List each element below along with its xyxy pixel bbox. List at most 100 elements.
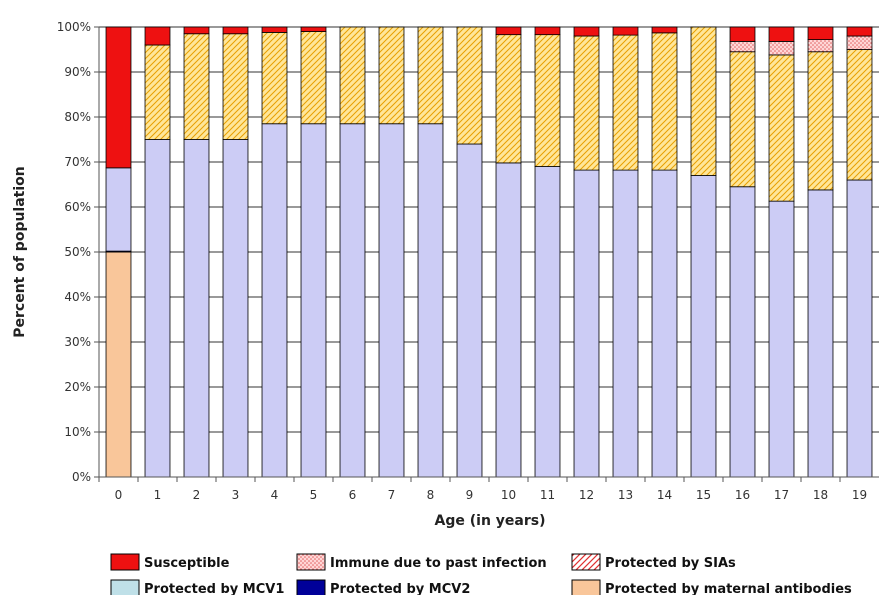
bar-segment <box>807 189 834 478</box>
bar-segment <box>768 41 795 56</box>
x-tick-label: 9 <box>466 488 474 502</box>
bar-segment <box>534 166 561 478</box>
y-axis-ticks: 0% 10% 20% 30% 40% 50% 60% 70% 80% 90% 100% <box>57 20 99 484</box>
bar-segment <box>651 169 678 478</box>
bar-segment <box>846 179 873 478</box>
legend-swatch <box>571 553 601 571</box>
bar-segment <box>768 54 795 202</box>
bar-segment <box>690 26 717 176</box>
x-axis-ticks: 0 1 2 3 4 5 6 7 8 9 10 11 12 13 14 15 16 17 18 19 <box>98 477 867 502</box>
bar-segment <box>222 139 249 478</box>
y-tick-label: 20% <box>64 380 91 394</box>
bar-segment <box>729 26 756 42</box>
bar-segment <box>729 41 756 53</box>
x-tick-label: 0 <box>115 488 123 502</box>
bar-segment <box>144 139 171 478</box>
bar-segment <box>339 123 366 478</box>
legend-label: Protected by SIAs <box>605 556 736 571</box>
bar-segment <box>807 26 834 41</box>
x-tick-label: 6 <box>349 488 357 502</box>
x-tick-label: 4 <box>271 488 279 502</box>
x-tick-label: 5 <box>310 488 318 502</box>
y-tick-label: 90% <box>64 65 91 79</box>
bar-segment <box>807 51 834 191</box>
x-tick-label: 8 <box>427 488 435 502</box>
bar-segment <box>378 26 405 125</box>
x-tick-label: 3 <box>232 488 240 502</box>
gridlines <box>99 26 879 433</box>
x-tick-label: 1 <box>154 488 162 502</box>
x-tick-label: 18 <box>813 488 828 502</box>
bar-segment <box>573 35 600 171</box>
x-tick-label: 14 <box>657 488 672 502</box>
legend-label: Immune due to past infection <box>330 556 547 571</box>
bar-segment <box>651 32 678 171</box>
bar-segment <box>573 26 600 37</box>
y-tick-label: 50% <box>64 245 91 259</box>
bar-segment <box>261 32 288 125</box>
bar-segment <box>612 169 639 478</box>
bar-segment <box>261 26 288 33</box>
bar-segment <box>573 169 600 478</box>
bar-segment <box>456 26 483 145</box>
bar-segment <box>495 26 522 36</box>
bar-segment <box>651 26 678 34</box>
bar-segment <box>417 123 444 478</box>
legend: Susceptible Immune due to past infection P… <box>110 553 852 597</box>
bar-segment <box>612 26 639 36</box>
legend-label: Protected by maternal antibodies <box>605 582 852 595</box>
bar-segment <box>846 49 873 181</box>
legend-swatch <box>110 553 140 571</box>
x-tick-label: 19 <box>852 488 867 502</box>
bar-segment <box>222 33 249 140</box>
x-tick-label: 7 <box>388 488 396 502</box>
bar-segment <box>456 143 483 478</box>
legend-swatch <box>296 553 326 571</box>
bar-segment <box>183 33 210 140</box>
bar-segment <box>807 39 834 53</box>
bar-segment <box>729 186 756 478</box>
legend-swatch <box>296 579 326 597</box>
bar-segment <box>729 51 756 188</box>
x-tick-label: 2 <box>193 488 201 502</box>
bar-segment <box>300 26 327 32</box>
x-tick-label: 17 <box>774 488 789 502</box>
bar-segment <box>144 26 171 46</box>
bar-segment <box>534 26 561 36</box>
bar-segment <box>495 162 522 478</box>
y-tick-label: 70% <box>64 155 91 169</box>
legend-swatch <box>571 579 601 597</box>
bar-segment <box>300 31 327 125</box>
bar-segment <box>768 200 795 478</box>
bar-segment <box>378 123 405 478</box>
y-tick-label: 80% <box>64 110 91 124</box>
bar-segment <box>144 44 171 140</box>
bar-segment <box>768 26 795 42</box>
x-tick-label: 10 <box>501 488 516 502</box>
y-tick-label: 10% <box>64 425 91 439</box>
bar-segment <box>846 26 873 37</box>
x-tick-label: 16 <box>735 488 750 502</box>
bar-segment <box>183 26 210 35</box>
x-tick-label: 11 <box>540 488 555 502</box>
bar-segment <box>105 251 132 478</box>
y-tick-label: 30% <box>64 335 91 349</box>
bar-segment <box>261 123 288 478</box>
legend-label: Protected by MCV2 <box>330 582 470 595</box>
legend-label: Susceptible <box>144 556 230 571</box>
bar-segment <box>612 34 639 171</box>
bar-segment <box>183 139 210 478</box>
bar-segment <box>300 123 327 478</box>
bar-segment <box>222 26 249 35</box>
x-tick-label: 12 <box>579 488 594 502</box>
x-axis-title: Age (in years) <box>435 513 546 529</box>
y-tick-label: 0% <box>72 470 91 484</box>
legend-label: Protected by MCV1 <box>144 582 284 595</box>
bar-segment <box>846 35 873 50</box>
bar-segment <box>690 175 717 478</box>
y-axis-title: Percent of population <box>12 166 28 338</box>
bar-segment <box>417 26 444 125</box>
bar-segment <box>495 34 522 164</box>
x-tick-label: 13 <box>618 488 633 502</box>
